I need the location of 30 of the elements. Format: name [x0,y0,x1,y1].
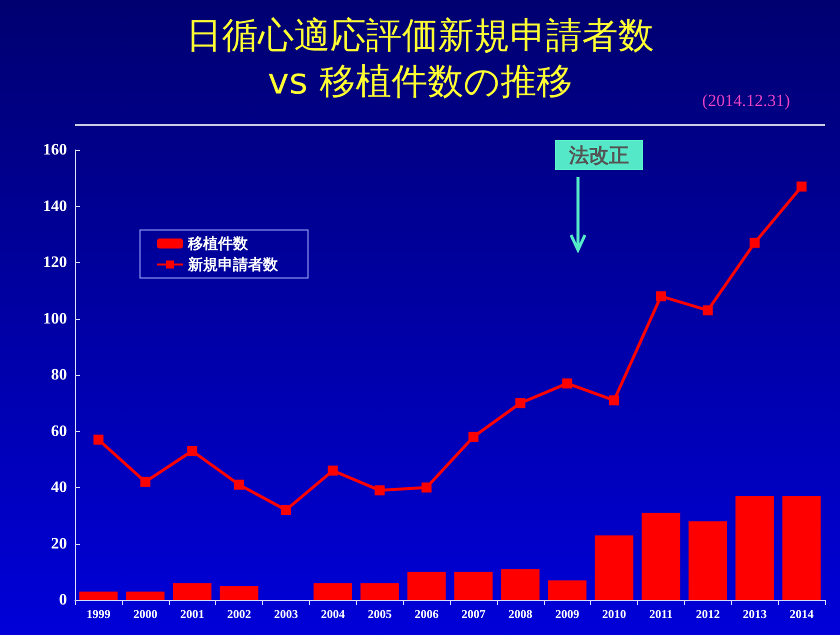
x-tick-label: 2009 [555,607,580,621]
y-tick-label: 140 [43,198,67,215]
y-tick-label: 160 [43,142,67,158]
x-tick-label: 2010 [602,607,626,621]
y-tick-label: 80 [51,366,67,384]
y-tick-label: 60 [51,422,67,440]
x-tick-label: 2014 [790,607,814,621]
x-tick-label: 2002 [227,607,252,621]
text: (2014.12.31) [702,91,790,110]
x-tick-label: 1999 [86,607,110,621]
x-tick-label: 2001 [180,607,204,621]
x-tick-label: 2012 [696,607,720,621]
annotation: 法改正 [568,143,629,167]
y-tick-label: 120 [43,254,67,271]
x-tick-label: 2007 [461,607,486,621]
x-tick-label: 2013 [742,607,767,621]
x-tick-label: 2008 [508,607,532,621]
chart-title: 日循心適応評価新規申請者数 vs 移植件数の推移 [186,16,654,102]
x-tick-label: 2006 [414,607,439,621]
y-tick-label: 100 [43,310,67,328]
x-tick-label: 2000 [133,607,158,621]
x-tick-label: 2005 [368,607,392,621]
x-tick-label: 2011 [649,607,673,621]
legend-label: 移植件数 [187,234,249,252]
legend-label: 新規申請者数 [187,256,279,274]
y-tick-label: 0 [59,592,67,608]
y-tick-label: 20 [51,535,67,552]
x-tick-label: 2004 [320,607,345,621]
y-tick-label: 40 [51,479,67,496]
x-tick-label: 2003 [274,607,298,621]
